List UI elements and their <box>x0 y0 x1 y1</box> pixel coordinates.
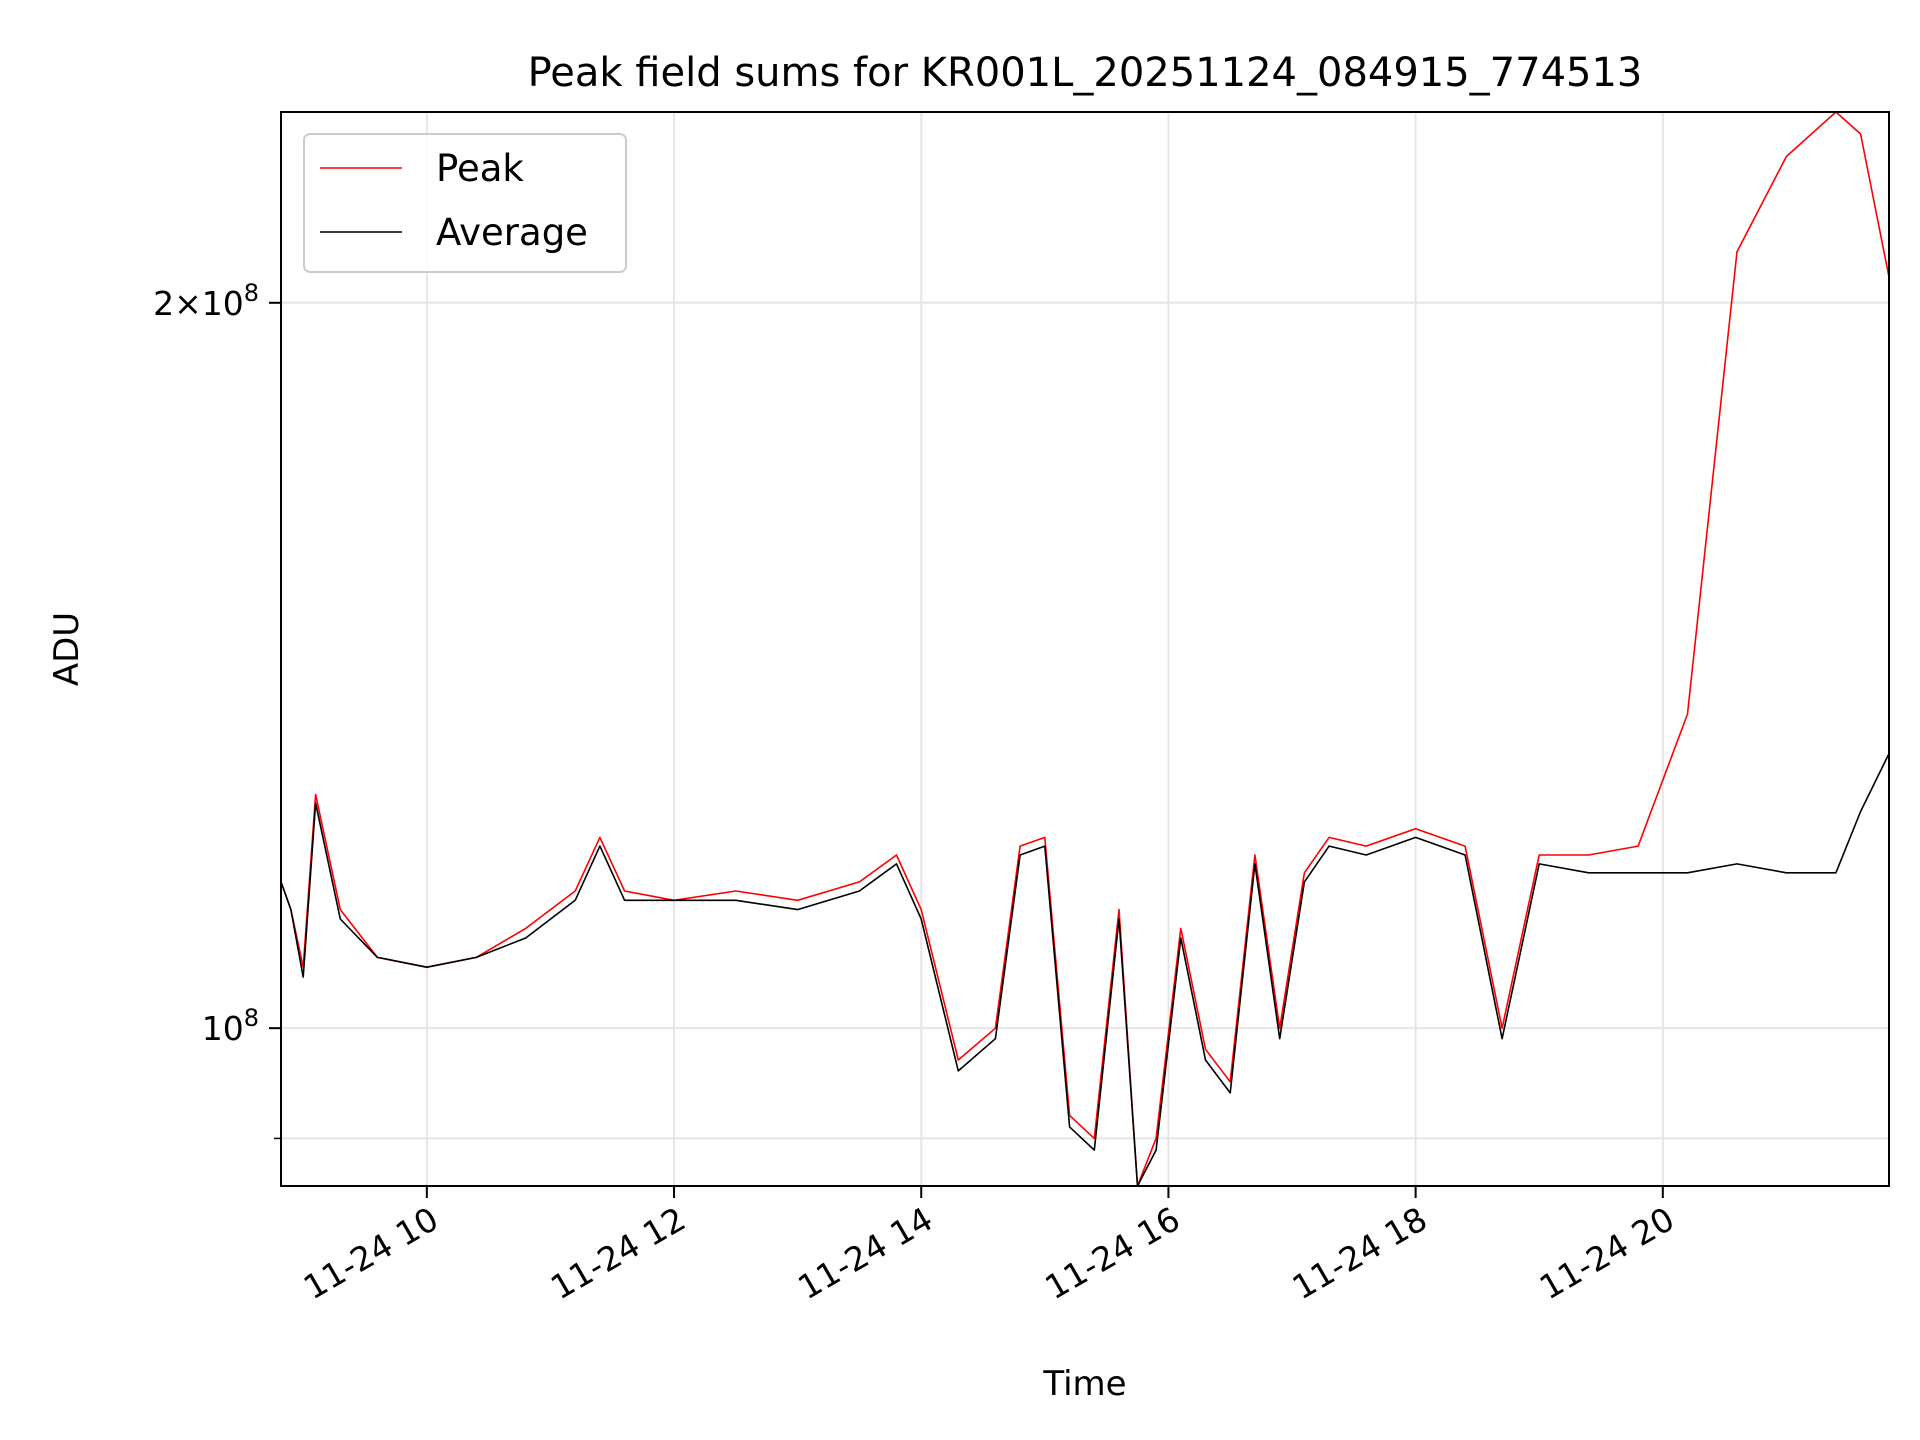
y-tick-label-base: 10 <box>202 284 244 323</box>
legend: Peak Average <box>303 133 627 273</box>
y-tick-label: 108 <box>202 1004 259 1048</box>
y-tick-label: 2×108 <box>153 279 259 323</box>
y-tick-label-mant: 2 <box>153 284 174 323</box>
y-tick-label-exponent: 8 <box>244 279 259 307</box>
series-line-average <box>280 753 1890 1187</box>
series-layer <box>280 111 1890 1187</box>
y-tick-label-base: 10 <box>202 1009 244 1048</box>
x-axis-label: Time <box>1042 1364 1126 1404</box>
legend-average-label: Average <box>436 211 588 254</box>
legend-peak-label: Peak <box>436 147 524 190</box>
y-tick-label-times: × <box>174 284 202 323</box>
plot-frame <box>280 111 1890 1187</box>
series-line-peak <box>280 111 1890 1187</box>
y-axis-label: ADU <box>47 612 87 686</box>
grid-layer <box>281 112 1889 1186</box>
y-tick-label-exponent: 8 <box>244 1004 259 1032</box>
chart-title: Peak field sums for KR001L_20251124_0849… <box>528 50 1643 96</box>
